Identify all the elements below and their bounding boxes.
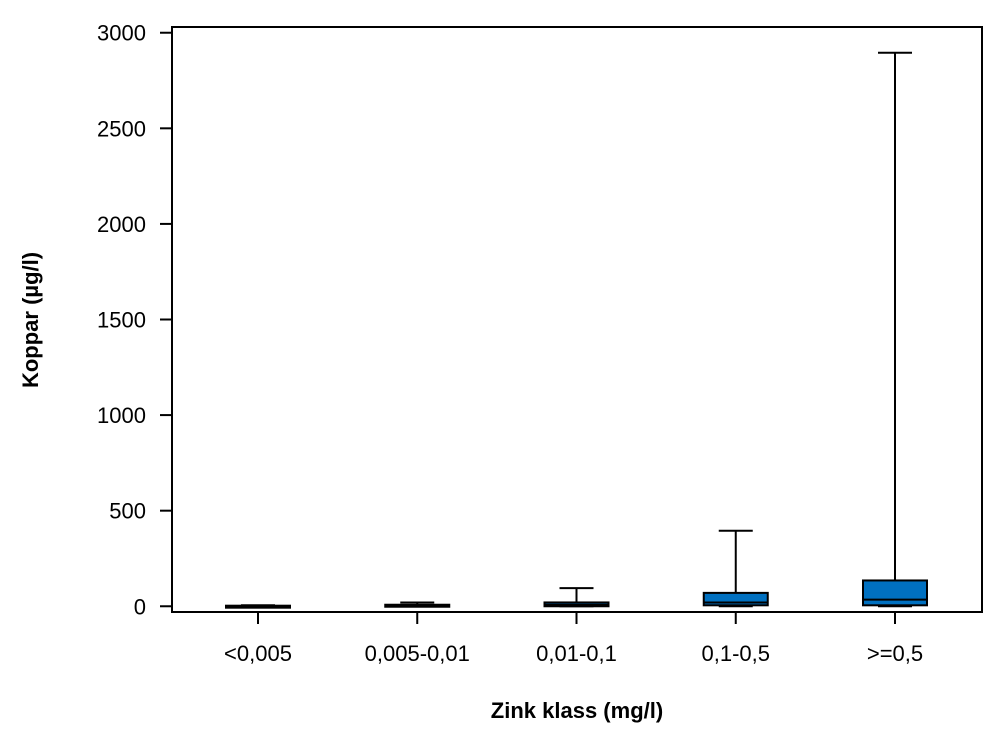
x-axis: <0,005 0,005-0,01 0,01-0,1 0,1-0,5 >=0,5 (224, 612, 923, 666)
box-5 (862, 51, 928, 608)
boxes-layer (225, 51, 928, 609)
plot-area-frame (171, 26, 983, 613)
box-3 (543, 587, 610, 608)
box-1 (225, 604, 291, 609)
y-tick-label: 2500 (97, 116, 146, 141)
y-tick-label: 3000 (97, 21, 146, 46)
x-tick-label: 0,01-0,1 (536, 641, 617, 666)
x-tick-label: <0,005 (224, 641, 292, 666)
y-tick-label: 1000 (97, 403, 146, 428)
iqr-box (702, 591, 769, 607)
y-axis: 0 500 1000 1500 2000 2500 3000 (97, 21, 172, 619)
y-tick-label: 0 (134, 594, 146, 619)
x-tick-label: >=0,5 (867, 641, 923, 666)
x-tick-label: 0,1-0,5 (702, 641, 771, 666)
y-tick-label: 2000 (97, 212, 146, 237)
iqr-box (862, 579, 928, 607)
box-4 (702, 529, 769, 608)
x-axis-title: Zink klass (mg/l) (491, 698, 663, 723)
y-tick-label: 500 (109, 499, 146, 524)
x-tick-label: 0,005-0,01 (365, 641, 470, 666)
y-tick-label: 1500 (97, 308, 146, 333)
box-2 (384, 601, 451, 608)
y-axis-title: Koppar (µg/l) (18, 252, 43, 388)
